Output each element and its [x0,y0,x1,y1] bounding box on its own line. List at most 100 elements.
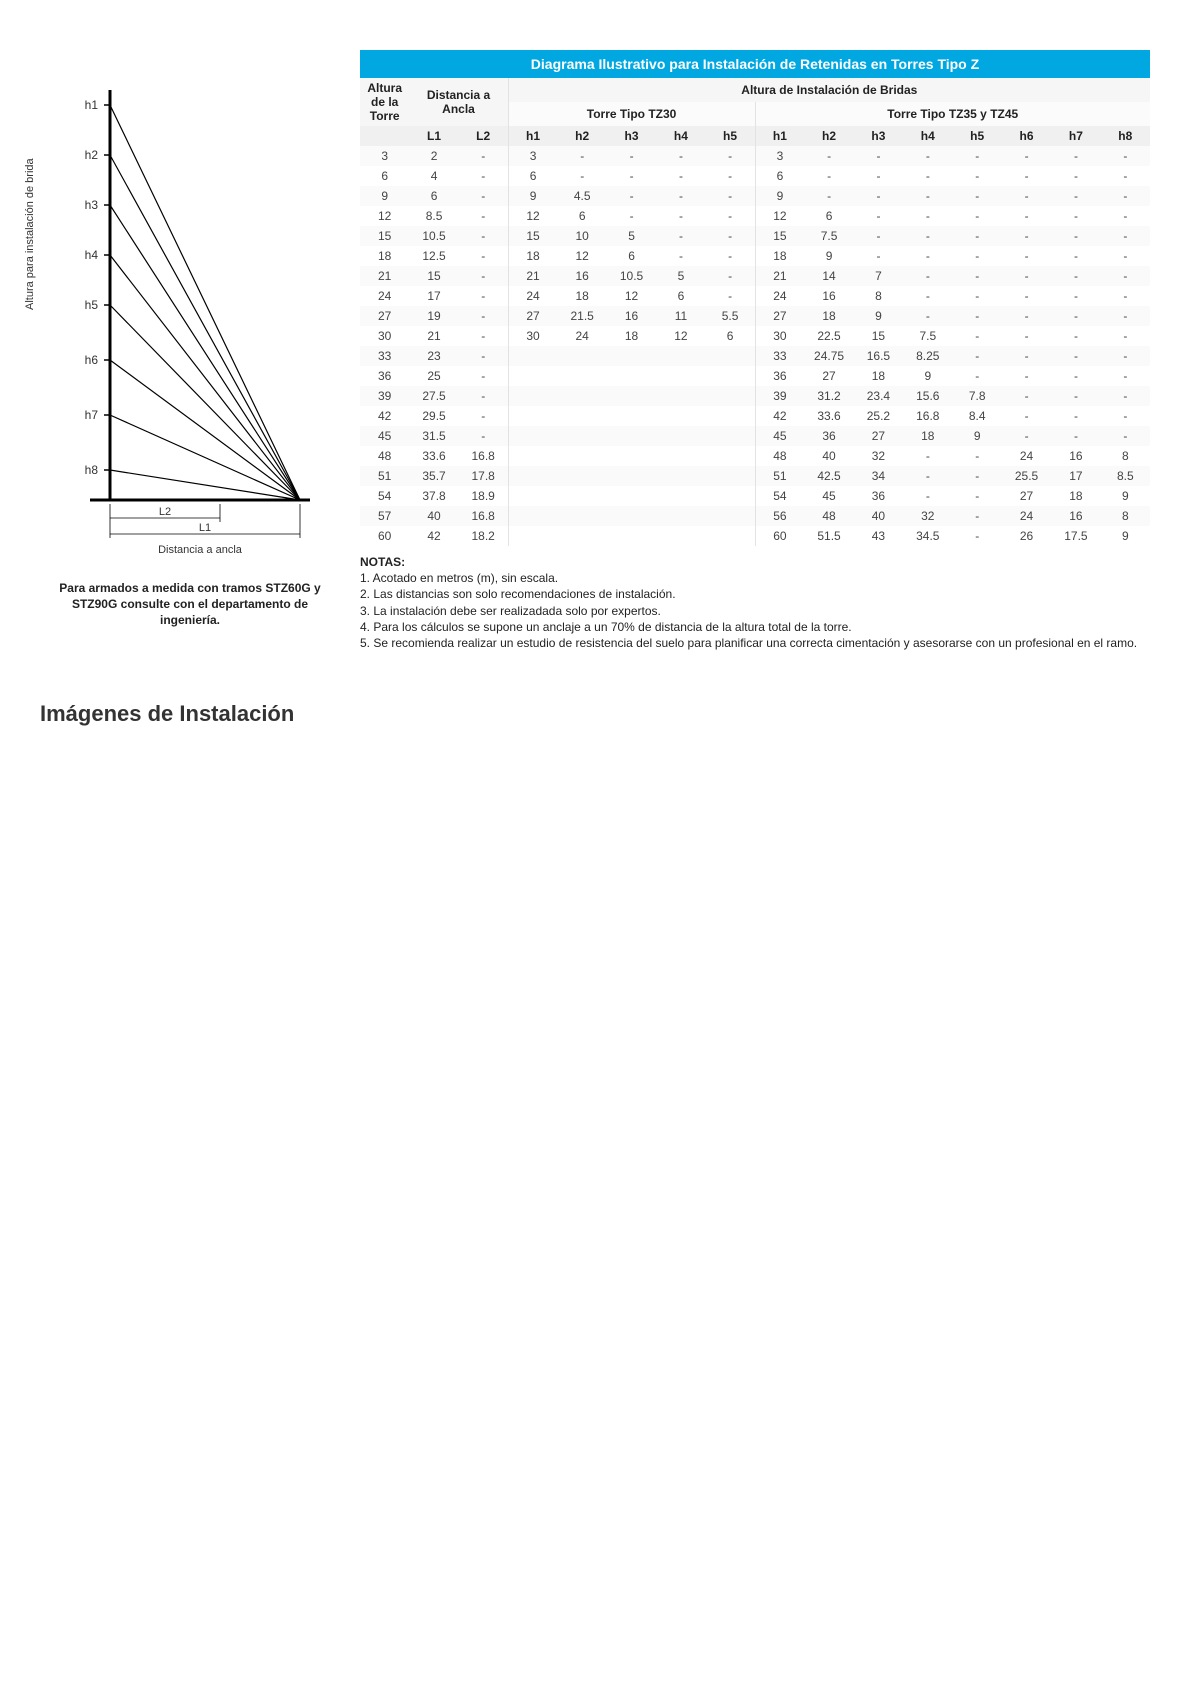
table-cell: - [656,206,705,226]
note-line: 2. Las distancias son solo recomendacion… [360,586,1150,602]
table-row: 1812.5-18126--189------ [360,246,1150,266]
table-cell: 7 [854,266,903,286]
table-cell [656,486,705,506]
table-cell: - [459,246,508,266]
table-cell: 3 [360,146,409,166]
table-cell: - [903,206,952,226]
table-cell: - [459,386,508,406]
table-cell: 40 [804,446,853,466]
table-cell [706,426,755,446]
table-cell: 25 [409,366,458,386]
table-row: 3625-3627189---- [360,366,1150,386]
svg-text:h7: h7 [85,408,99,422]
table-cell: 17.5 [1051,526,1100,546]
table-cell: - [804,146,853,166]
table-cell: 18 [1051,486,1100,506]
table-cell: 12 [360,206,409,226]
table-cell: - [903,466,952,486]
table-cell: 16 [1051,446,1100,466]
table-row: 3323-3324.7516.58.25---- [360,346,1150,366]
table-cell: 9 [903,366,952,386]
table-cell: 4.5 [558,186,607,206]
table-cell: - [953,146,1002,166]
table-cell: 33.6 [409,446,458,466]
table-cell [706,466,755,486]
table-cell: 9 [1101,526,1150,546]
table-cell: - [903,146,952,166]
table-cell: - [903,306,952,326]
table-cell: 60 [755,526,804,546]
table-cell: 10 [558,226,607,246]
table-cell [706,406,755,426]
table-cell: 16 [558,266,607,286]
table-cell: - [1002,186,1051,206]
table-cell: - [706,246,755,266]
table-cell: 48 [755,446,804,466]
table-cell: - [953,186,1002,206]
col-hdr: L1 [409,126,458,146]
table-cell: - [953,326,1002,346]
guy-wire-diagram: Altura para instalación de brida h1h2h3h… [40,70,320,550]
table-cell: 43 [854,526,903,546]
table-cell [656,366,705,386]
table-cell: 10.5 [409,226,458,246]
table-cell: 25.5 [1002,466,1051,486]
table-cell: 18 [903,426,952,446]
table-cell: - [953,526,1002,546]
table-cell: 18 [607,326,656,346]
table-cell: 16 [1051,506,1100,526]
note-line: 4. Para los cálculos se supone un anclaj… [360,619,1150,635]
table-cell: 6 [508,166,557,186]
svg-text:h5: h5 [85,298,99,312]
table-cell: 30 [508,326,557,346]
table-cell: 24 [755,286,804,306]
table-cell: - [607,146,656,166]
table-cell [558,406,607,426]
table-cell: 31.2 [804,386,853,406]
table-cell: - [1002,286,1051,306]
table-cell [607,346,656,366]
table-cell: - [1002,326,1051,346]
table-cell [706,366,755,386]
table-cell: - [953,206,1002,226]
table-cell: - [953,246,1002,266]
table-cell: - [706,286,755,306]
table-cell [656,506,705,526]
table-cell: 26 [1002,526,1051,546]
table-cell: 12 [656,326,705,346]
table-cell: 27 [360,306,409,326]
table-cell [706,486,755,506]
table-cell: 29.5 [409,406,458,426]
table-cell: - [459,166,508,186]
table-cell: - [953,366,1002,386]
table-cell: 18 [558,286,607,306]
table-row: 5135.717.85142.534--25.5178.5 [360,466,1150,486]
col-hdr: h2 [558,126,607,146]
table-cell: - [1101,206,1150,226]
table-cell [656,446,705,466]
table-cell: 6 [360,166,409,186]
notes-title: NOTAS: [360,555,405,569]
table-cell: 60 [360,526,409,546]
table-row: 604218.26051.54334.5-2617.59 [360,526,1150,546]
table-cell [558,446,607,466]
notes-list: 1. Acotado en metros (m), sin escala.2. … [360,570,1150,651]
table-cell [558,506,607,526]
svg-text:h8: h8 [85,463,99,477]
table-cell: - [1002,206,1051,226]
table-cell: - [1002,406,1051,426]
hdr-tz35: Torre Tipo TZ35 y TZ45 [755,102,1150,126]
table-cell [558,486,607,506]
table-cell [656,526,705,546]
table-cell: 9 [360,186,409,206]
table-cell: 51 [360,466,409,486]
table-cell: - [854,206,903,226]
table-cell: - [1051,266,1100,286]
table-cell [508,486,557,506]
table-cell: - [1101,266,1150,286]
table-row: 4229.5-4233.625.216.88.4--- [360,406,1150,426]
table-cell: - [558,146,607,166]
table-cell: 5.5 [706,306,755,326]
table-cell: - [607,206,656,226]
table-cell: 42 [360,406,409,426]
